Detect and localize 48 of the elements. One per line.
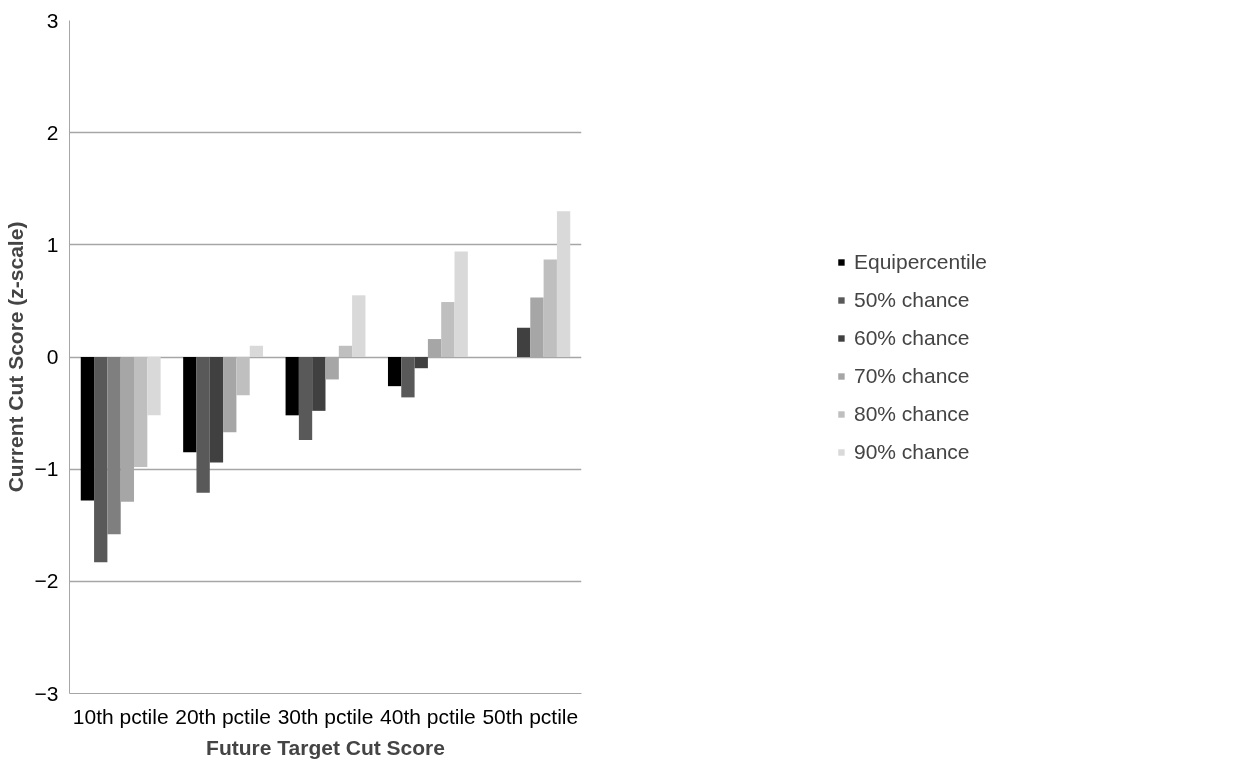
bar [530, 297, 544, 357]
x-tick-label: 20th pctile [175, 704, 271, 728]
bar [312, 357, 326, 411]
x-tick-label: 10th pctile [72, 704, 169, 728]
bar [183, 357, 197, 453]
y-tick-label: −3 [34, 681, 59, 705]
bar [107, 357, 121, 535]
y-tick-label: −2 [34, 569, 59, 593]
bar [338, 345, 353, 357]
bar [387, 357, 402, 387]
bar [236, 357, 250, 396]
bar [352, 295, 366, 357]
bar [441, 302, 455, 357]
bar [427, 339, 442, 357]
y-tick-label: 0 [46, 345, 59, 368]
bar [298, 357, 313, 440]
y-axis-title: Current Cut Score (z-scale) [3, 221, 27, 493]
bar [516, 327, 531, 357]
y-tick-label: 2 [46, 120, 59, 144]
bar [325, 357, 339, 380]
legend-label: 90% chance [853, 439, 970, 464]
bar [414, 357, 428, 369]
bar [454, 251, 468, 357]
bar [147, 357, 161, 416]
bar [223, 357, 237, 433]
legend-label: Equipercentile [853, 249, 988, 274]
bar [80, 357, 95, 501]
legend-label: 50% chance [853, 287, 970, 312]
legend-label: 70% chance [853, 363, 970, 388]
bar [543, 259, 557, 357]
x-tick-label: 50th pctile [482, 704, 579, 728]
x-tick-label: 40th pctile [380, 704, 476, 728]
bar [285, 357, 299, 416]
bar [134, 357, 148, 467]
bar [196, 357, 210, 493]
bar [249, 345, 264, 357]
bar [401, 357, 415, 398]
y-tick-label: 3 [46, 8, 59, 32]
x-axis-title: Future Target Cut Score [206, 735, 445, 759]
bar [94, 357, 108, 563]
y-tick-label: 1 [46, 232, 59, 256]
y-tick-label: −1 [34, 457, 59, 481]
legend-label: 80% chance [853, 401, 970, 426]
bar [556, 211, 571, 357]
legend-label: 60% chance [853, 325, 970, 350]
x-tick-label: 30th pctile [277, 704, 374, 728]
bar [209, 357, 224, 463]
bar [120, 357, 135, 502]
